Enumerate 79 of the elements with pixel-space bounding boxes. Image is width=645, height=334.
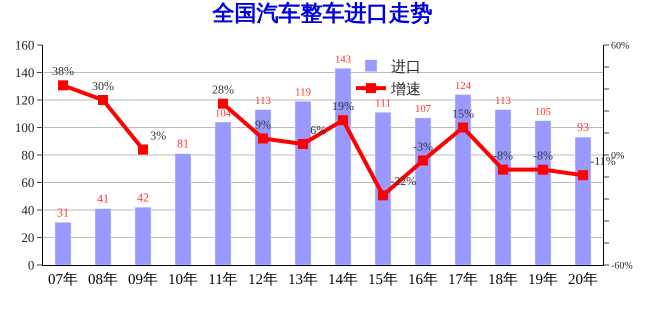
data-label: 113 bbox=[255, 94, 272, 107]
bar bbox=[534, 120, 552, 265]
point bbox=[538, 164, 548, 175]
x-tick-label: 20年 bbox=[568, 271, 598, 288]
point bbox=[578, 170, 588, 180]
point bbox=[98, 95, 108, 105]
y-tick-label: 40 bbox=[21, 202, 34, 218]
bar bbox=[334, 68, 352, 265]
y2-tick-label: 60% bbox=[611, 40, 630, 52]
bar bbox=[454, 94, 472, 265]
y-tick-label: 140 bbox=[14, 65, 34, 80]
x-tick-label: 09年 bbox=[128, 271, 158, 288]
bar bbox=[414, 118, 432, 265]
point bbox=[138, 144, 148, 154]
bar bbox=[254, 109, 272, 265]
data-label: 113 bbox=[495, 94, 512, 107]
y-tick-label: 160 bbox=[14, 38, 34, 53]
bar bbox=[374, 112, 392, 265]
chart-title: 全国汽车整车进口走势 bbox=[212, 0, 432, 26]
data-label: 42 bbox=[137, 190, 149, 204]
bar bbox=[494, 109, 512, 265]
point bbox=[458, 122, 468, 132]
y-tick-label: 120 bbox=[14, 92, 34, 108]
data-label: -3% bbox=[413, 139, 433, 154]
bar bbox=[94, 208, 112, 265]
data-label: 31 bbox=[57, 205, 69, 220]
point bbox=[298, 139, 308, 149]
legend-label: 增速 bbox=[390, 81, 421, 98]
data-label: 107 bbox=[415, 104, 432, 116]
x-tick-label: 12年 bbox=[248, 271, 278, 288]
data-label: 30% bbox=[92, 78, 114, 93]
data-label: 93 bbox=[577, 120, 589, 134]
point bbox=[378, 190, 388, 200]
point bbox=[418, 156, 428, 166]
x-tick-label: 13年 bbox=[288, 271, 318, 288]
x-tick-label: 18年 bbox=[488, 271, 518, 288]
y-tick-label: 0 bbox=[28, 258, 34, 273]
x-tick-label: 19年 bbox=[528, 271, 558, 288]
bar bbox=[294, 101, 312, 265]
x-tick-label: 10年 bbox=[168, 271, 198, 288]
legend-label: 进口 bbox=[391, 58, 421, 76]
bar bbox=[54, 222, 72, 265]
y-tick-label: 80 bbox=[21, 148, 34, 163]
x-tick-label: 14年 bbox=[328, 271, 358, 288]
data-label: 81 bbox=[177, 136, 189, 151]
x-tick-label: 15年 bbox=[368, 271, 398, 288]
point bbox=[498, 164, 508, 175]
y-tick-label: 100 bbox=[14, 120, 34, 136]
x-tick-label: 08年 bbox=[88, 271, 118, 288]
data-label: 6% bbox=[310, 122, 326, 137]
x-tick-label: 17年 bbox=[448, 271, 478, 288]
data-label: 143 bbox=[335, 54, 351, 66]
data-label: 41 bbox=[97, 192, 109, 206]
bar bbox=[174, 153, 192, 265]
data-label: 19% bbox=[332, 98, 354, 113]
y2-tick-label: -60% bbox=[611, 260, 633, 272]
point bbox=[258, 134, 268, 144]
data-label: 111 bbox=[375, 98, 391, 110]
y-tick-label: 60 bbox=[21, 175, 34, 190]
x-tick-label: 16年 bbox=[408, 271, 438, 288]
point bbox=[58, 80, 68, 90]
data-label: 124 bbox=[455, 80, 472, 92]
data-label: -8% bbox=[533, 148, 553, 162]
y-tick-label: 20 bbox=[21, 230, 34, 246]
x-tick-label: 07年 bbox=[48, 271, 78, 288]
data-label: 119 bbox=[295, 86, 312, 99]
data-label: 9% bbox=[255, 117, 271, 132]
x-tick-label: 11年 bbox=[208, 271, 238, 288]
data-label: 38% bbox=[52, 64, 74, 78]
point bbox=[338, 115, 348, 126]
bar bbox=[134, 207, 152, 265]
bar bbox=[214, 122, 232, 265]
data-label: 15% bbox=[452, 106, 474, 120]
data-label: 28% bbox=[212, 82, 234, 96]
data-label: 3% bbox=[150, 128, 166, 142]
data-label: -8% bbox=[493, 148, 513, 162]
point bbox=[218, 98, 228, 109]
data-label: 105 bbox=[535, 106, 551, 118]
bar bbox=[574, 136, 592, 265]
